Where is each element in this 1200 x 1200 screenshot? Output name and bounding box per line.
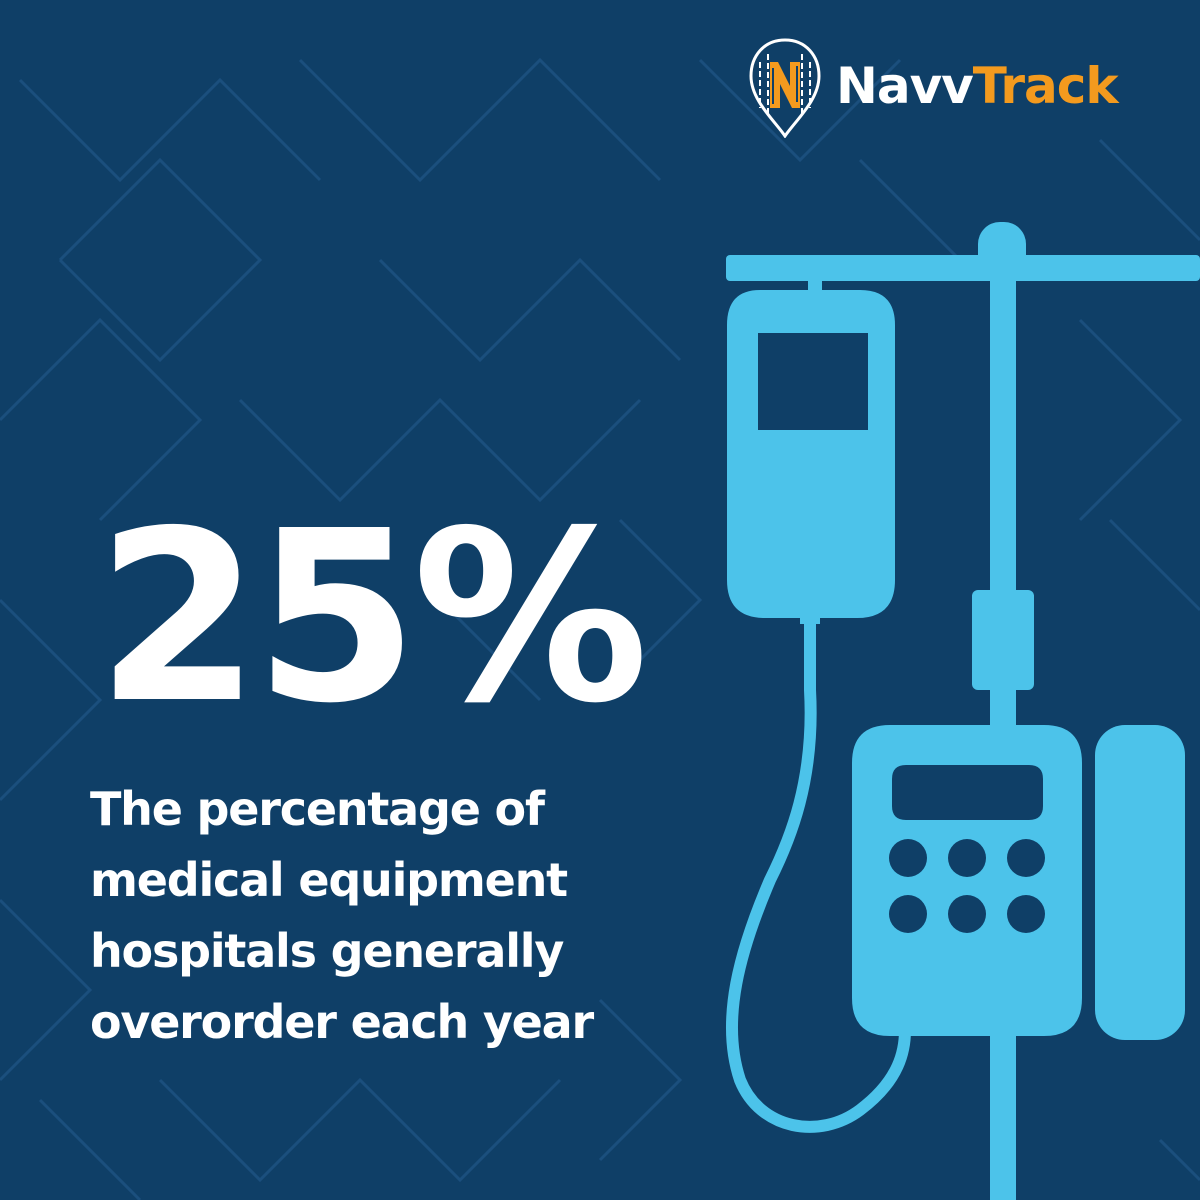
iv-infusion-pump-icon xyxy=(725,222,1200,1200)
keypad-button xyxy=(889,895,927,933)
caption-line: overorder each year xyxy=(90,995,594,1049)
keypad-button xyxy=(889,839,927,877)
pump-side-module xyxy=(1095,725,1185,1040)
pump-keypad xyxy=(889,839,1045,933)
headline-stat: 25% xyxy=(96,480,649,755)
iv-tubing xyxy=(725,620,911,1133)
keypad-button xyxy=(948,839,986,877)
pump-body xyxy=(852,725,1082,1036)
keypad-button xyxy=(1007,839,1045,877)
brand-name-part2: Track xyxy=(972,57,1119,115)
caption-line: medical equipment xyxy=(90,853,568,907)
navvtrack-logo: NavvTrack xyxy=(748,38,1168,138)
caption-line: hospitals generally xyxy=(90,924,564,978)
iv-pole-lower xyxy=(990,1030,1016,1200)
caption-line: The percentage of xyxy=(90,782,545,836)
iv-bag xyxy=(727,290,895,618)
iv-pole-clamp xyxy=(972,590,1034,690)
keypad-button xyxy=(948,895,986,933)
stat-caption: The percentage of medical equipment hosp… xyxy=(90,774,630,1058)
keypad-button xyxy=(1007,895,1045,933)
iv-hook-bar xyxy=(726,255,1200,281)
brand-name-part1: Navv xyxy=(836,57,974,115)
iv-pole-upper xyxy=(990,270,1016,610)
map-pin-circuit-icon xyxy=(749,38,821,138)
brand-wordmark: NavvTrack xyxy=(836,56,1119,116)
